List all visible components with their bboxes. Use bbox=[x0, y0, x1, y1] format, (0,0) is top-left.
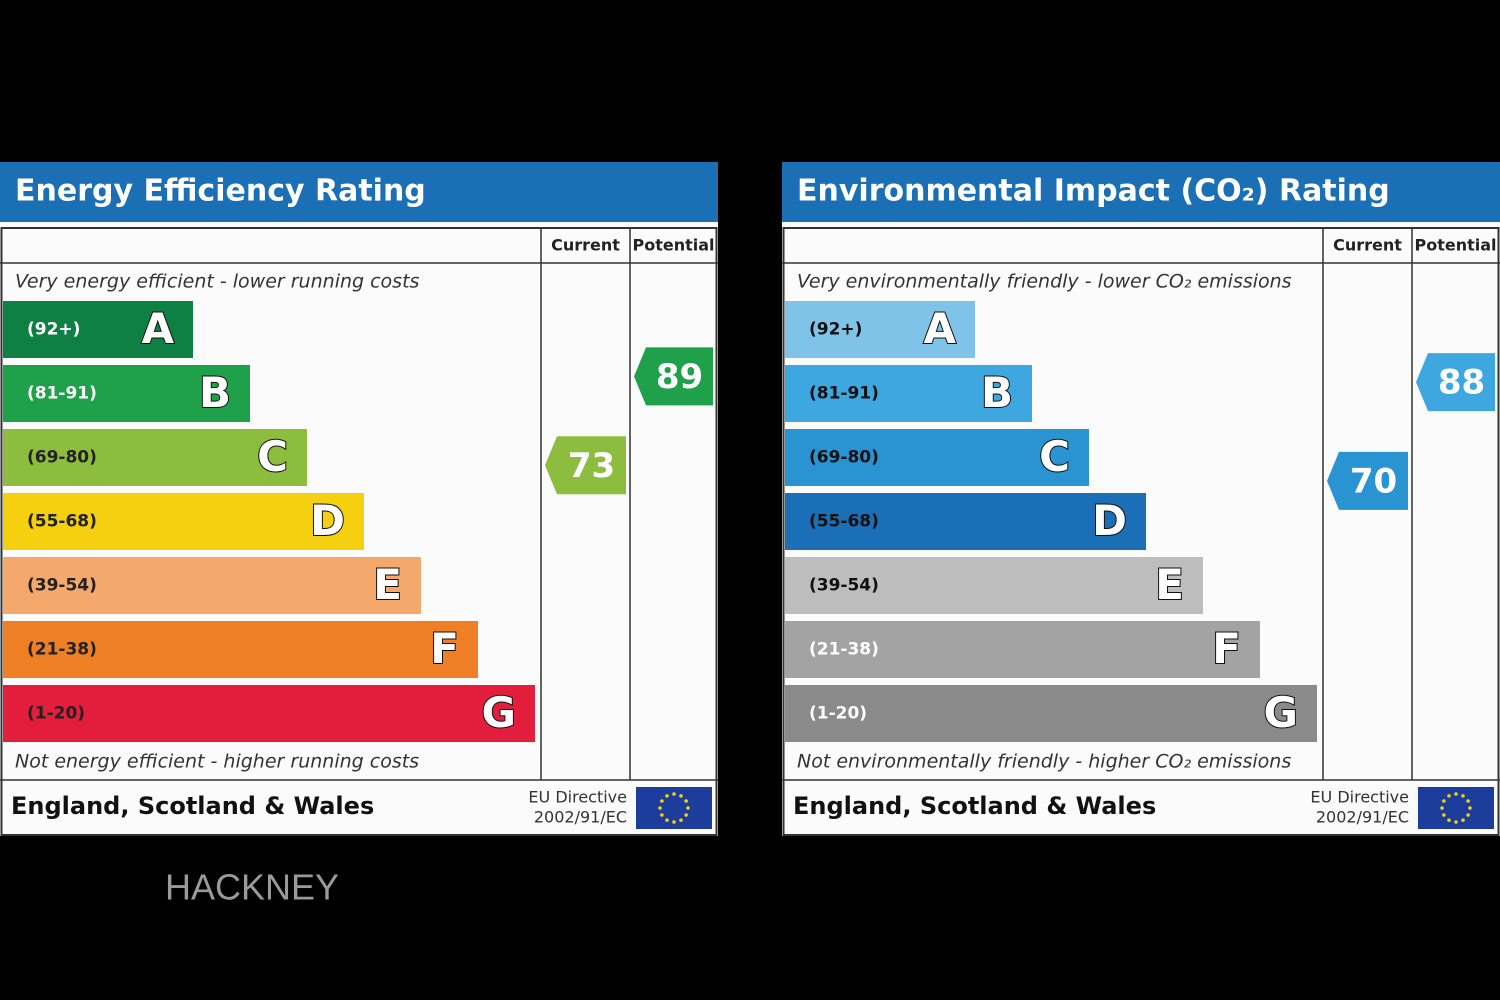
band-letter: E bbox=[1155, 560, 1184, 609]
panel-title: Energy Efficiency Rating bbox=[15, 174, 426, 209]
rating-band bbox=[785, 557, 1203, 614]
current-rating-arrow bbox=[1327, 451, 1408, 510]
footer-region: England, Scotland & Wales bbox=[11, 792, 374, 820]
rating-band bbox=[785, 685, 1317, 742]
eu-star bbox=[672, 820, 676, 824]
band-letter: E bbox=[373, 560, 402, 609]
potential-rating-arrow bbox=[634, 347, 713, 406]
potential-rating-value: 88 bbox=[1438, 363, 1485, 403]
eu-star bbox=[1454, 792, 1458, 796]
eu-star bbox=[1466, 813, 1470, 817]
eu-star bbox=[1468, 806, 1472, 810]
eu-star bbox=[684, 799, 688, 803]
band-letter: C bbox=[1039, 432, 1070, 481]
band-letter: B bbox=[199, 368, 231, 417]
eu-star bbox=[1442, 799, 1446, 803]
column-header: Potential bbox=[632, 236, 714, 255]
rating-band bbox=[785, 301, 975, 358]
panel-header bbox=[0, 162, 718, 222]
bottom-note: Not energy efficient - higher running co… bbox=[15, 751, 419, 773]
band-range: (81-91) bbox=[809, 384, 879, 404]
current-rating-value: 70 bbox=[1350, 461, 1397, 501]
band-range: (69-80) bbox=[809, 448, 879, 468]
band-letter: F bbox=[1212, 624, 1241, 673]
eu-star bbox=[665, 818, 669, 822]
eu-star bbox=[1461, 794, 1465, 798]
rating-band bbox=[785, 493, 1146, 550]
band-range: (21-38) bbox=[27, 640, 97, 660]
rating-band bbox=[3, 621, 478, 678]
band-letter: F bbox=[430, 624, 459, 673]
top-note: Very environmentally friendly - lower CO… bbox=[797, 271, 1292, 293]
eu-star bbox=[658, 806, 662, 810]
eu-star bbox=[1447, 794, 1451, 798]
potential-rating-value: 89 bbox=[656, 357, 703, 397]
band-range: (92+) bbox=[27, 320, 80, 340]
directive-line: EU Directive bbox=[528, 788, 627, 807]
current-rating-arrow bbox=[545, 436, 626, 495]
eu-star bbox=[679, 818, 683, 822]
table-frame bbox=[782, 227, 1500, 836]
eu-star bbox=[660, 813, 664, 817]
eu-star bbox=[1454, 820, 1458, 824]
band-range: (92+) bbox=[809, 320, 862, 340]
directive-line: 2002/91/EC bbox=[534, 808, 627, 827]
eu-star bbox=[672, 792, 676, 796]
eu-star bbox=[686, 806, 690, 810]
eu-star bbox=[684, 813, 688, 817]
rating-band bbox=[785, 365, 1032, 422]
band-letter: D bbox=[310, 496, 345, 545]
column-header: Current bbox=[1333, 236, 1402, 255]
band-range: (81-91) bbox=[27, 384, 97, 404]
column-header: Potential bbox=[1414, 236, 1496, 255]
panel-title: Environmental Impact (CO₂) Rating bbox=[797, 174, 1390, 209]
band-letter: G bbox=[482, 688, 516, 737]
eu-star bbox=[1466, 799, 1470, 803]
band-range: (21-38) bbox=[809, 640, 879, 660]
table-frame bbox=[0, 227, 718, 836]
band-range: (55-68) bbox=[27, 512, 97, 532]
panel-header bbox=[782, 162, 1500, 222]
band-range: (1-20) bbox=[27, 704, 85, 724]
band-letter: A bbox=[141, 304, 174, 353]
directive-line: EU Directive bbox=[1310, 788, 1409, 807]
eu-star bbox=[1461, 818, 1465, 822]
band-range: (1-20) bbox=[809, 704, 867, 724]
band-letter: D bbox=[1092, 496, 1127, 545]
band-range: (39-54) bbox=[27, 576, 97, 596]
rating-band bbox=[785, 429, 1089, 486]
eu-star bbox=[1442, 813, 1446, 817]
rating-panel: Environmental Impact (CO₂) Rating Current… bbox=[782, 162, 1500, 836]
band-range: (55-68) bbox=[809, 512, 879, 532]
band-letter: C bbox=[257, 432, 288, 481]
rating-band bbox=[785, 621, 1260, 678]
band-range: (69-80) bbox=[27, 448, 97, 468]
rating-band bbox=[3, 301, 193, 358]
potential-rating-arrow bbox=[1416, 353, 1495, 412]
rating-band bbox=[3, 493, 364, 550]
top-note: Very energy efficient - lower running co… bbox=[15, 271, 420, 293]
rating-band bbox=[3, 429, 307, 486]
directive-line: 2002/91/EC bbox=[1316, 808, 1409, 827]
rating-band bbox=[3, 365, 250, 422]
footer-region: England, Scotland & Wales bbox=[793, 792, 1156, 820]
rating-band bbox=[3, 685, 535, 742]
eu-star bbox=[1447, 818, 1451, 822]
band-letter: A bbox=[923, 304, 956, 353]
bottom-note: Not environmentally friendly - higher CO… bbox=[797, 751, 1291, 773]
current-rating-value: 73 bbox=[568, 446, 615, 486]
column-header: Current bbox=[551, 236, 620, 255]
eu-star bbox=[660, 799, 664, 803]
eu-star bbox=[665, 794, 669, 798]
rating-panel: Energy Efficiency Rating Current Potential… bbox=[0, 162, 718, 836]
band-letter: G bbox=[1264, 688, 1298, 737]
band-range: (39-54) bbox=[809, 576, 879, 596]
watermark: HACKNEY bbox=[165, 867, 339, 908]
band-letter: B bbox=[981, 368, 1013, 417]
eu-star bbox=[679, 794, 683, 798]
rating-band bbox=[3, 557, 421, 614]
eu-star bbox=[1440, 806, 1444, 810]
